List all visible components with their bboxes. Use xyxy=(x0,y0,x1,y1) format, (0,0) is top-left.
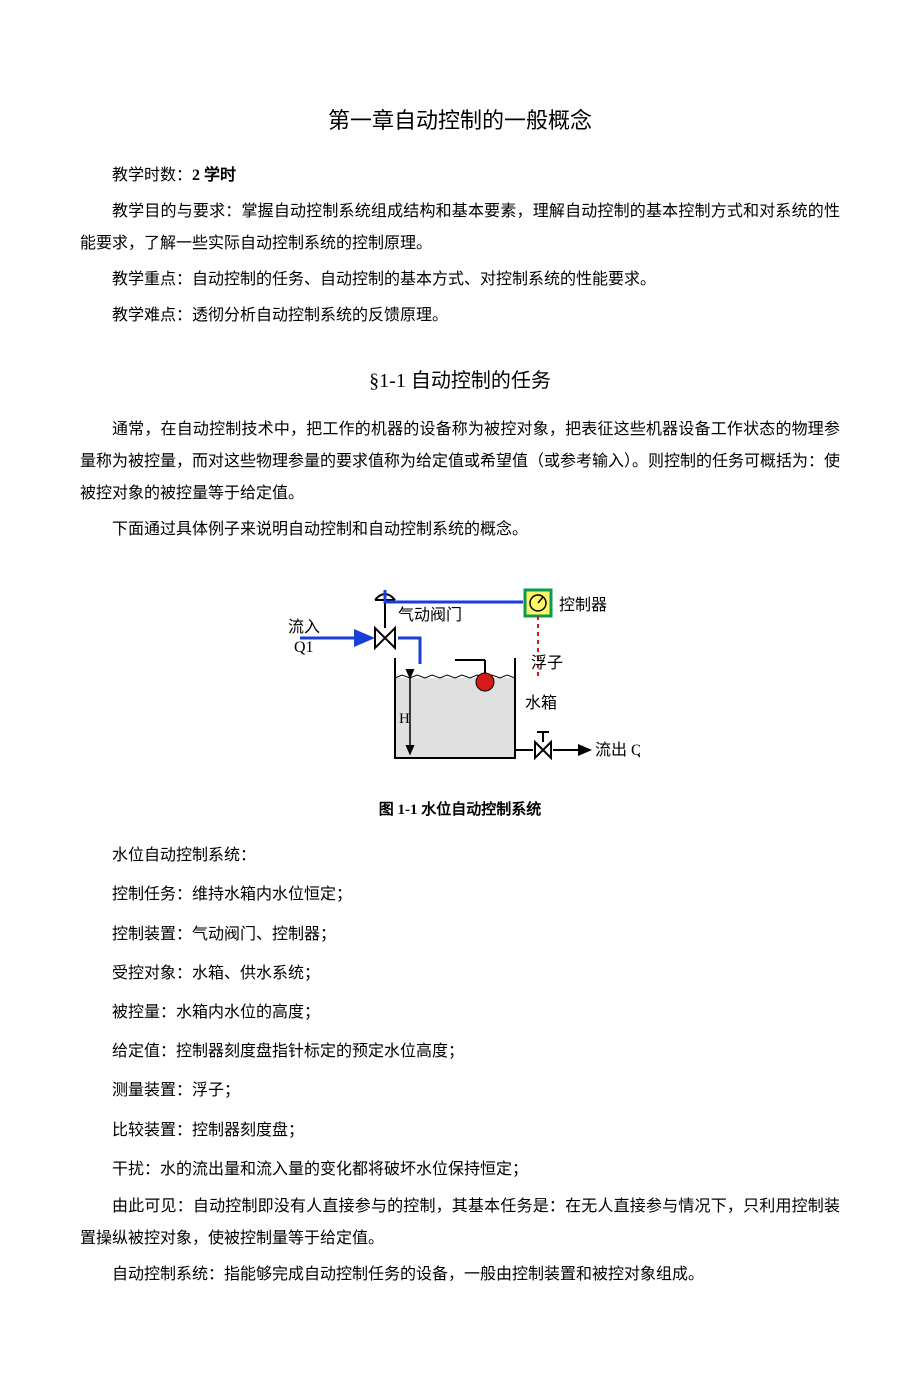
focus-text: 自动控制的任务、自动控制的基本方式、对控制系统的性能要求。 xyxy=(192,271,656,288)
line-controlled-var: 被控量：水箱内水位的高度； xyxy=(80,995,840,1030)
line-setpoint: 给定值：控制器刻度盘指针标定的预定水位高度； xyxy=(80,1034,840,1069)
line-device: 控制装置：气动阀门、控制器； xyxy=(80,917,840,952)
difficulty-label: 教学难点： xyxy=(112,307,192,324)
focus-label: 教学重点： xyxy=(112,271,192,288)
conclusion-2: 自动控制系统：指能够完成自动控制任务的设备，一般由控制装置和被控对象组成。 xyxy=(80,1259,840,1291)
section-title: §1-1 自动控制的任务 xyxy=(80,362,840,400)
svg-text:Q1: Q1 xyxy=(294,639,314,656)
objective-label: 教学目的与要求： xyxy=(112,203,241,220)
water-level-diagram: H 控制器气动阀门流入 Q1 浮子水箱流出 Q2 xyxy=(280,560,640,790)
svg-text:流出 Q2: 流出 Q2 xyxy=(595,741,640,759)
figure-1-1: H 控制器气动阀门流入 Q1 浮子水箱流出 Q2 xyxy=(80,560,840,790)
line-disturbance: 干扰：水的流出量和流入量的变化都将破坏水位保持恒定； xyxy=(80,1152,840,1187)
difficulty-text: 透彻分析自动控制系统的反馈原理。 xyxy=(192,307,448,324)
teaching-focus: 教学重点：自动控制的任务、自动控制的基本方式、对控制系统的性能要求。 xyxy=(80,264,840,296)
intro-paragraph-2: 下面通过具体例子来说明自动控制和自动控制系统的概念。 xyxy=(80,514,840,546)
svg-text:浮子: 浮子 xyxy=(531,654,563,672)
teaching-objective: 教学目的与要求：掌握自动控制系统组成结构和基本要素，理解自动控制的基本控制方式和… xyxy=(80,196,840,260)
hours-value: 2 学时 xyxy=(192,167,236,184)
intro-paragraph-1: 通常，在自动控制技术中，把工作的机器的设备称为被控对象，把表征这些机器设备工作状… xyxy=(80,414,840,510)
line-compare: 比较装置：控制器刻度盘； xyxy=(80,1113,840,1148)
line-measure: 测量装置：浮子； xyxy=(80,1073,840,1108)
svg-text:气动阀门: 气动阀门 xyxy=(398,606,462,624)
line-system: 水位自动控制系统： xyxy=(80,838,840,873)
svg-text:H: H xyxy=(399,711,410,727)
conclusion-1: 由此可见：自动控制即没有人直接参与的控制，其基本任务是：在无人直接参与情况下，只… xyxy=(80,1191,840,1255)
line-task: 控制任务：维持水箱内水位恒定； xyxy=(80,877,840,912)
hours-label: 教学时数： xyxy=(112,167,192,184)
svg-text:控制器: 控制器 xyxy=(559,596,607,614)
teaching-hours: 教学时数：2 学时 xyxy=(80,160,840,192)
svg-text:流入: 流入 xyxy=(288,618,320,636)
svg-text:水箱: 水箱 xyxy=(525,694,557,712)
teaching-difficulty: 教学难点：透彻分析自动控制系统的反馈原理。 xyxy=(80,300,840,332)
figure-caption: 图 1-1 水位自动控制系统 xyxy=(80,796,840,825)
chapter-title: 第一章自动控制的一般概念 xyxy=(80,100,840,142)
line-object: 受控对象：水箱、供水系统； xyxy=(80,956,840,991)
